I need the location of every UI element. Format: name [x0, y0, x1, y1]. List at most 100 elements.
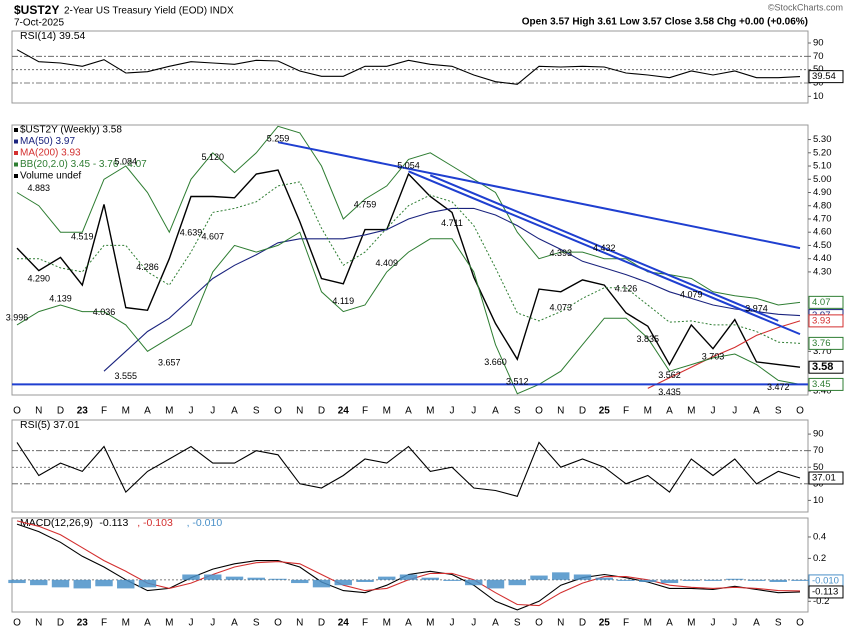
histogram-bar	[791, 579, 809, 581]
panel-frame	[11, 517, 809, 613]
value-tag	[808, 336, 844, 350]
value-tag-label: -0.113	[812, 586, 838, 597]
histogram-bar	[639, 579, 657, 582]
panel-title: MACD(12,26,9)	[20, 517, 93, 529]
x-tick-label: O	[274, 406, 282, 417]
x-tick-label: M	[426, 618, 434, 629]
value-tag	[808, 70, 844, 84]
histogram-bar	[769, 579, 787, 582]
price-annotation: 4.286	[136, 262, 159, 272]
price-annotation: 4.126	[615, 283, 638, 293]
price-annotation: 3.974	[745, 303, 768, 313]
x-tick-label: M	[644, 618, 652, 629]
x-tick-label: F	[362, 406, 368, 417]
panel-frame	[11, 419, 809, 513]
x-tick-label: O	[796, 618, 804, 629]
legend-swatch	[14, 151, 18, 155]
x-tick-label: N	[35, 406, 42, 417]
y-tick-label: 5.20	[813, 147, 832, 158]
y-tick-label: 0.4	[813, 531, 826, 542]
trendline	[277, 141, 801, 250]
x-tick-label: A	[753, 618, 760, 629]
histogram-bar	[573, 574, 592, 580]
x-tick-label: D	[579, 406, 586, 417]
x-tick-label: N	[296, 618, 303, 629]
x-tick-label: M	[644, 406, 652, 417]
x-tick-label: J	[732, 618, 737, 629]
price-annotation: 4.139	[49, 294, 72, 304]
x-tick-label: J	[189, 618, 194, 629]
instrument-name: 2-Year US Treasury Yield (EOD) INDX	[64, 6, 234, 17]
y-tick-label: 10	[813, 495, 824, 506]
histogram-bar	[682, 579, 700, 581]
x-tick-label: M	[165, 406, 173, 417]
x-tick-label: 25	[599, 618, 611, 629]
histogram-bar	[269, 578, 287, 580]
value-tag-label: 3.58	[812, 361, 833, 373]
x-tick-label: J	[450, 406, 455, 417]
y-tick-label: 4.30	[813, 266, 832, 277]
histogram-bar	[334, 579, 352, 586]
price-annotation: 4.759	[354, 200, 377, 210]
x-tick-label: J	[210, 618, 215, 629]
value-tag	[808, 295, 844, 309]
histogram-bar	[356, 579, 374, 582]
series-line	[16, 49, 801, 85]
histogram-bar	[378, 576, 396, 580]
y-tick-label: 10	[813, 91, 824, 102]
y-tick-label: 4.90	[813, 187, 832, 198]
y-tick-label: 4.60	[813, 227, 832, 238]
price-annotation: 4.519	[71, 231, 94, 241]
y-tick-label: 50	[813, 462, 824, 473]
x-tick-label: S	[775, 406, 782, 417]
histogram-bar	[138, 579, 157, 588]
x-tick-label: M	[383, 406, 391, 417]
x-tick-label: M	[426, 406, 434, 417]
x-tick-label: A	[144, 406, 151, 417]
x-tick-label: J	[210, 406, 215, 417]
histogram-bar	[421, 577, 439, 580]
x-tick-label: J	[711, 406, 716, 417]
y-tick-label: 90	[813, 429, 824, 440]
x-tick-label: M	[122, 618, 130, 629]
x-tick-label: F	[623, 618, 629, 629]
histogram-bar	[443, 579, 461, 581]
histogram-bar	[73, 579, 91, 589]
price-annotation: 3.512	[506, 377, 529, 387]
x-tick-label: A	[405, 618, 412, 629]
x-tick-label: N	[296, 406, 303, 417]
x-tick-label: A	[753, 406, 760, 417]
x-tick-label: A	[405, 406, 412, 417]
legend-entry: -0.113	[99, 517, 128, 529]
histogram-bar	[95, 579, 113, 587]
y-tick-label: 5.00	[813, 174, 832, 185]
price-annotation: 4.711	[441, 218, 463, 228]
x-tick-label: S	[514, 406, 521, 417]
x-tick-label: O	[535, 406, 543, 417]
x-tick-label: M	[687, 406, 695, 417]
price-annotation: 3.472	[767, 382, 790, 392]
price-annotation: 3.657	[158, 357, 181, 367]
value-tag	[808, 377, 844, 391]
value-tag	[808, 471, 844, 485]
y-tick-label: 50	[813, 64, 824, 75]
y-tick-label: 70	[813, 445, 824, 456]
histogram-bar	[465, 579, 483, 586]
x-tick-label: M	[165, 618, 173, 629]
trendline	[408, 170, 801, 336]
y-tick-label: -0.2	[813, 596, 829, 607]
x-tick-label: 24	[338, 618, 350, 629]
bollinger-lower	[16, 231, 801, 395]
x-tick-label: F	[101, 618, 107, 629]
series-line	[16, 523, 801, 611]
symbol: $UST2Y	[14, 3, 59, 17]
x-tick-label: A	[144, 618, 151, 629]
histogram-bar	[486, 579, 505, 589]
legend-swatch	[14, 174, 18, 178]
histogram-bar	[508, 579, 526, 586]
trendline	[429, 174, 779, 322]
price-annotation: 4.036	[93, 307, 116, 317]
x-tick-label: D	[57, 406, 64, 417]
x-tick-label: J	[471, 406, 476, 417]
legend-entry: MA(50) 3.97	[20, 136, 75, 147]
